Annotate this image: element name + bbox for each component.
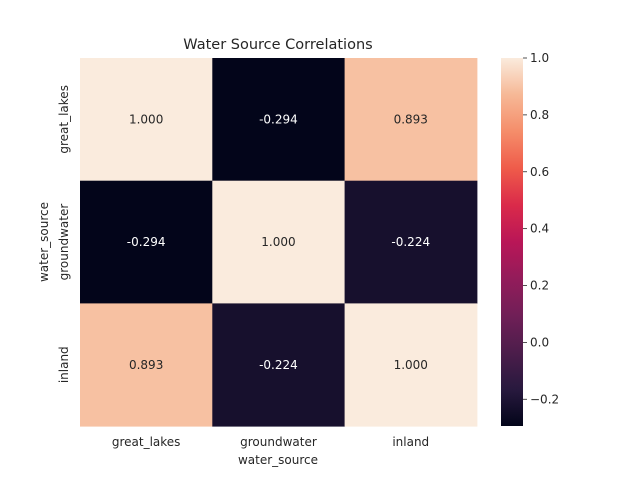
cell-value-label: -0.224 (259, 358, 298, 372)
cell-value-label: -0.294 (127, 235, 166, 249)
colorbar (501, 58, 523, 426)
colorbar-tick-label: 0.0 (530, 335, 549, 349)
y-axis-ticks: great_lakes groundwater inland (57, 85, 71, 383)
y-tick-label: groundwater (57, 204, 71, 281)
cell-value-label: 0.893 (394, 112, 428, 126)
colorbar-tick-label: 0.6 (530, 165, 549, 179)
y-tick-label: great_lakes (57, 85, 71, 154)
heatmap-cell (344, 180, 478, 304)
heatmap-cells (80, 58, 478, 427)
heatmap-cell (212, 180, 346, 304)
cell-value-label: 1.000 (261, 235, 295, 249)
heatmap-cell-labels: 1.000 -0.294 0.893 -0.294 1.000 -0.224 0.893 -0… (127, 112, 430, 371)
heatmap-cell (80, 58, 213, 182)
cell-value-label: -0.224 (391, 235, 430, 249)
heatmap-cell (212, 58, 346, 182)
cell-value-label: 1.000 (129, 112, 163, 126)
y-axis-label: water_source (37, 202, 51, 282)
y-tick-label: inland (57, 346, 71, 383)
colorbar-tick-label: −0.2 (530, 392, 559, 406)
x-tick-label: great_lakes (112, 435, 181, 449)
x-tick-label: groundwater (240, 435, 317, 449)
x-axis-ticks: great_lakes groundwater inland (112, 435, 429, 449)
cell-value-label: 0.893 (129, 358, 163, 372)
x-tick-label: inland (392, 435, 429, 449)
colorbar-tick-label: 0.8 (530, 108, 549, 122)
colorbar-tick-label: 0.2 (530, 279, 549, 293)
heatmap-cell (344, 303, 478, 427)
heatmap-cell (80, 180, 213, 304)
cell-value-label: 1.000 (394, 358, 428, 372)
colorbar-tick-label: 0.4 (530, 222, 549, 236)
heatmap-cell (80, 303, 213, 427)
heatmap-cell (344, 58, 478, 182)
x-axis-label: water_source (238, 453, 318, 467)
colorbar-ticks: 1.0 0.8 0.6 0.4 0.2 0.0 −0.2 (523, 51, 559, 406)
chart-title: Water Source Correlations (183, 37, 372, 53)
heatmap-cell (212, 303, 346, 427)
colorbar-tick-label: 1.0 (530, 51, 549, 65)
cell-value-label: -0.294 (259, 112, 298, 126)
